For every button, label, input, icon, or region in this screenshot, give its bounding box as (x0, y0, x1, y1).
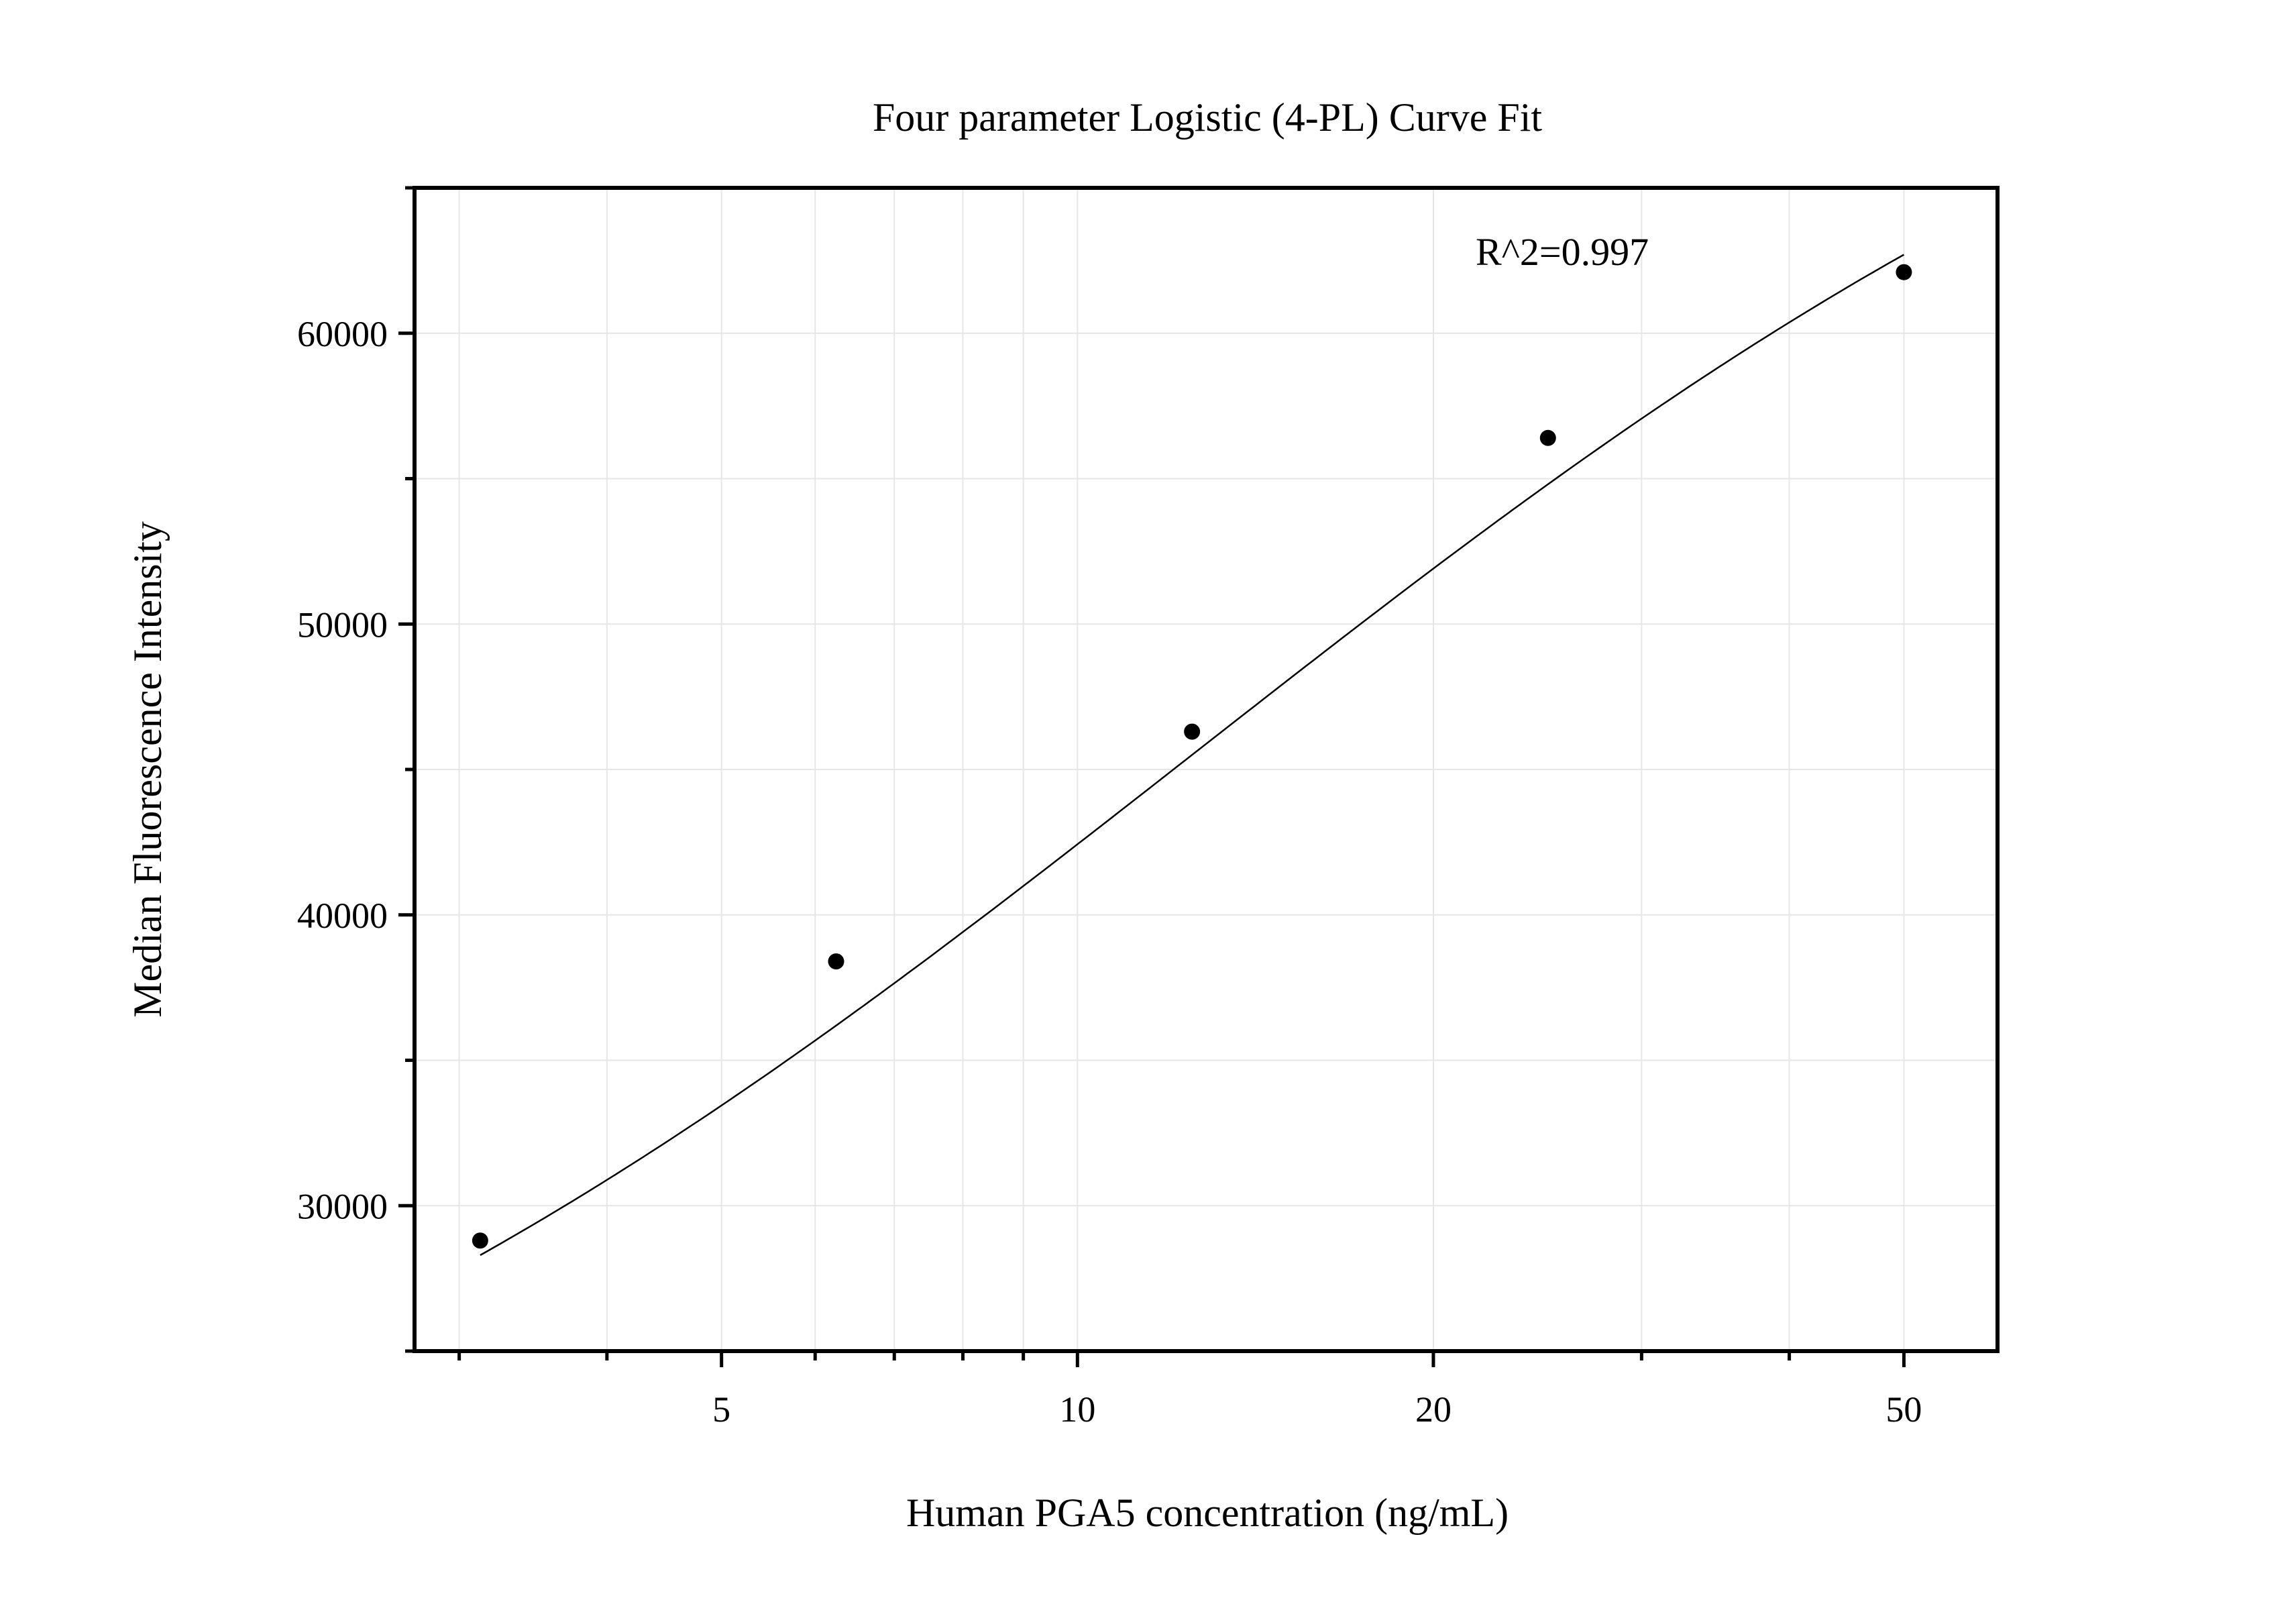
data-point (1539, 429, 1556, 446)
data-point (472, 1232, 488, 1249)
x-axis-label: Human PGA5 concentration (ng/mL) (906, 1491, 1509, 1535)
x-tick-label: 10 (1059, 1389, 1095, 1430)
y-tick-label: 40000 (297, 896, 388, 936)
y-axis-label: Median Fluorescence Intensity (125, 521, 170, 1018)
y-tick-label: 50000 (297, 604, 388, 645)
data-points (472, 264, 1912, 1249)
r-squared-annotation: R^2=0.997 (1476, 230, 1649, 274)
chart-title: Four parameter Logistic (4-PL) Curve Fit (873, 95, 1542, 140)
x-tick-label: 20 (1415, 1389, 1452, 1430)
tick-labels: 5 10 20 50 30000 40000 50000 60000 (297, 314, 1922, 1430)
y-tick-label: 30000 (297, 1186, 388, 1226)
y-tick-label: 60000 (297, 314, 388, 354)
fit-curve (480, 254, 1905, 1257)
data-point (828, 953, 844, 970)
x-tick-label: 5 (712, 1389, 730, 1430)
grid-layer (415, 188, 1998, 1351)
data-point (1896, 264, 1912, 280)
x-tick-label: 50 (1885, 1389, 1922, 1430)
data-point (1184, 723, 1201, 740)
axis-ticks (398, 186, 1906, 1367)
